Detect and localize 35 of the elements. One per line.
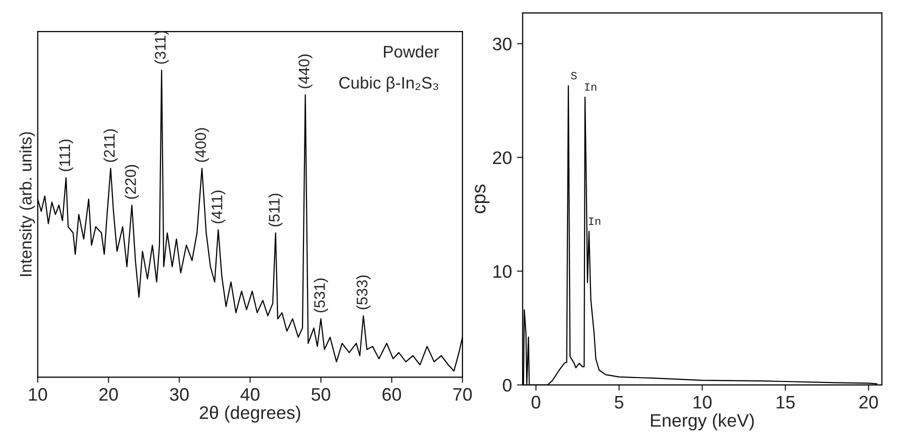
x-tick-label: 0 [532, 396, 540, 409]
annotation: (211) [104, 129, 118, 162]
x-tick-label: 50 [312, 388, 330, 401]
y-tick-label: 10 [494, 265, 512, 278]
x-tick-label: 5 [614, 396, 624, 409]
annotation: (440) [298, 54, 312, 88]
x-tick-label: 70 [453, 388, 472, 401]
x-tick-label: 10 [694, 396, 712, 409]
y-axis-title: cps [474, 184, 490, 214]
annotation: (220) [124, 164, 139, 199]
annotation: (411) [211, 190, 226, 224]
x-tick-label: 20 [859, 396, 878, 409]
x-axis-title: Energy (keV) [651, 414, 754, 430]
x-axis-title: 2θ (degrees) [200, 406, 300, 423]
x-tick-label: 20 [99, 388, 118, 401]
annotation: (533) [356, 275, 370, 310]
text: Powder [384, 45, 439, 58]
x-tick-label: 30 [170, 388, 189, 401]
x-tick-label: 40 [240, 388, 260, 401]
annotation: (400) [194, 128, 210, 162]
y-tick-label: 30 [492, 38, 512, 50]
annotation: In [588, 218, 600, 225]
annotation: S [571, 72, 577, 80]
annotation: In [584, 83, 596, 91]
y-axis-title: Intensity (arb. units) [19, 132, 35, 276]
x-tick-label: 60 [382, 388, 402, 401]
annotation: (511) [268, 194, 283, 226]
x-tick-label: 15 [776, 396, 795, 409]
annotation: (531) [314, 278, 328, 312]
y-tick-label: 20 [493, 151, 512, 164]
x-tick-label: 10 [29, 388, 48, 401]
annotation: (111) [58, 140, 74, 172]
annotation: (311) [154, 31, 169, 64]
annotation: Cubic β-In₂S₃ [339, 76, 438, 92]
y-tick-label: 0 [502, 378, 512, 392]
